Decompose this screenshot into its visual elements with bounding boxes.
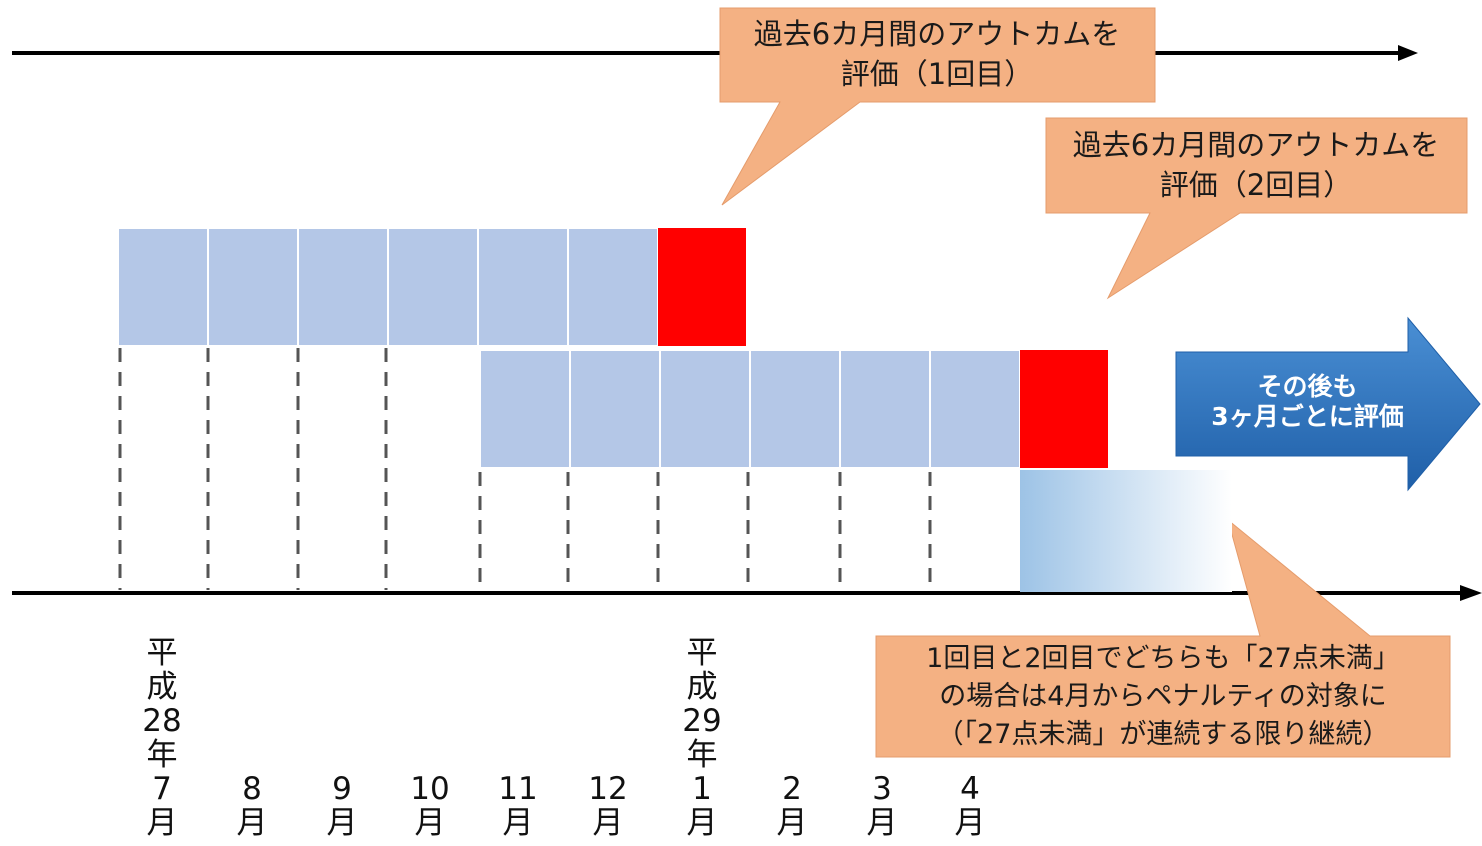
penalty-note-text: 1回目と2回目でどちらも「27点未満」 の場合は4月からペナルティの対象に （「… xyxy=(878,640,1448,754)
month-label-line: 成 xyxy=(146,669,178,705)
callout-second-text: 過去6カ月間のアウトカムを 評価（2回目） xyxy=(1048,125,1464,205)
arrow-text: その後も 3ヶ月ごとに評価 xyxy=(1180,372,1435,432)
month-label-line: 10 xyxy=(410,771,450,807)
month-label-line: 成 xyxy=(686,669,718,705)
period-block xyxy=(839,349,931,469)
callout-second-line2: 評価（2回目） xyxy=(1159,168,1353,202)
month-label-line: 月 xyxy=(326,805,358,841)
month-label-line: 29 xyxy=(682,703,722,739)
period-block xyxy=(567,227,659,347)
month-label-line: 4 xyxy=(960,771,980,807)
period-block xyxy=(477,227,569,347)
month-label-line: 2 xyxy=(782,771,802,807)
period-block xyxy=(207,227,299,347)
period-row-2 xyxy=(479,349,1108,469)
month-label-line: 12 xyxy=(588,771,628,807)
callout-second-line1: 過去6カ月間のアウトカムを xyxy=(1072,128,1440,162)
period-block xyxy=(569,349,661,469)
arrow-text-line2: 3ヶ月ごとに評価 xyxy=(1211,402,1404,431)
month-label: 11 月 xyxy=(483,772,553,840)
callout-second-evaluation xyxy=(1045,117,1468,300)
month-divider-lines xyxy=(118,348,932,590)
month-label: 平成 28 年 7 月 xyxy=(127,636,197,840)
month-label-line: 8 xyxy=(242,771,262,807)
callout-first-text: 過去6カ月間のアウトカムを 評価（1回目） xyxy=(722,14,1152,94)
month-label-line: 平 xyxy=(686,635,718,671)
month-label-line: 年 xyxy=(686,737,718,773)
month-label: 12 月 xyxy=(573,772,643,840)
month-label-line: 月 xyxy=(146,805,178,841)
callout-first-line1: 過去6カ月間のアウトカムを xyxy=(753,17,1121,51)
callout-penalty-note xyxy=(875,518,1451,758)
period-block xyxy=(117,227,209,347)
arrow-text-line1: その後も xyxy=(1257,372,1358,401)
month-label-line: 平 xyxy=(146,635,178,671)
month-label: 10 月 xyxy=(395,772,465,840)
period-block xyxy=(387,227,479,347)
note-line1: 1回目と2回目でどちらも「27点未満」 xyxy=(926,643,1400,674)
month-label-line: 11 xyxy=(498,771,538,807)
month-label-line: 月 xyxy=(954,805,986,841)
period-row-1 xyxy=(117,227,746,347)
period-block xyxy=(297,227,389,347)
evaluation-month-block xyxy=(1020,350,1108,468)
month-label-line: 月 xyxy=(414,805,446,841)
penalty-period-fade xyxy=(1020,470,1232,592)
month-label-line: 月 xyxy=(776,805,808,841)
month-label-line: 月 xyxy=(686,805,718,841)
top-timeline-arrow xyxy=(12,45,1418,61)
note-line2: の場合は4月からペナルティの対象に xyxy=(939,681,1387,712)
month-label-line: 年 xyxy=(146,737,178,773)
month-label-line: 28 xyxy=(142,703,182,739)
evaluation-month-block xyxy=(658,228,746,346)
period-block xyxy=(479,349,571,469)
month-label-line: 月 xyxy=(236,805,268,841)
month-label-line: 7 xyxy=(152,771,172,807)
period-block xyxy=(929,349,1021,469)
bottom-timeline-arrow xyxy=(12,585,1482,601)
callout-first-line2: 評価（1回目） xyxy=(840,57,1034,91)
continue-evaluation-arrow xyxy=(1175,316,1481,492)
month-label-line: 1 xyxy=(692,771,712,807)
callout-first-evaluation xyxy=(719,7,1156,206)
month-label-line: 月 xyxy=(502,805,534,841)
month-label-line: 月 xyxy=(866,805,898,841)
period-block xyxy=(749,349,841,469)
period-block xyxy=(659,349,751,469)
month-label-line: 3 xyxy=(872,771,892,807)
month-label-line: 9 xyxy=(332,771,352,807)
month-label: 平成 29 年 1 月 xyxy=(667,636,737,840)
note-line3: （「27点未満」が連続する限り継続） xyxy=(936,719,1390,750)
month-label-line: 月 xyxy=(592,805,624,841)
